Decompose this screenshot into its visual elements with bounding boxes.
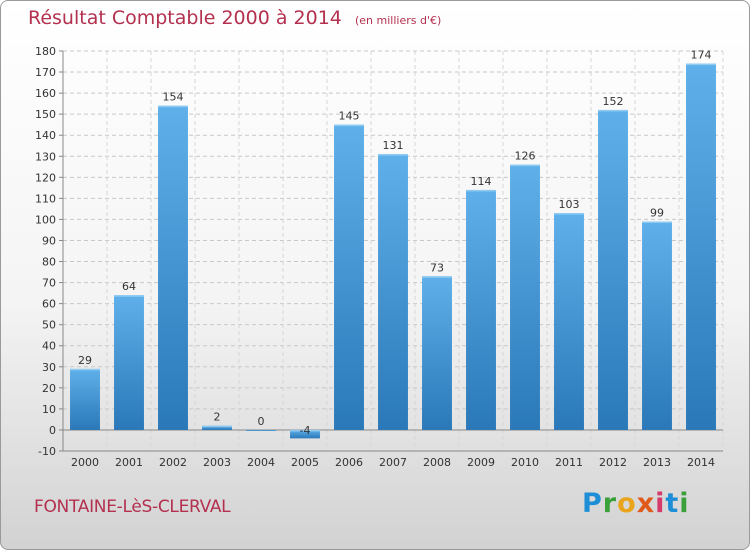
y-tick-label: 80 — [42, 256, 56, 269]
data-label: 0 — [258, 415, 265, 428]
y-tick-label: 30 — [42, 361, 56, 374]
data-label: 174 — [691, 49, 712, 62]
bar-highlight — [510, 164, 540, 167]
bar — [334, 124, 364, 430]
bar-highlight — [114, 295, 144, 297]
y-tick-label: 150 — [35, 108, 56, 121]
x-tick-label: 2011 — [555, 456, 583, 469]
bar-highlight — [158, 105, 188, 108]
logo-letter: x — [636, 488, 656, 519]
logo-letter: r — [602, 488, 618, 519]
y-tick-label: 160 — [35, 87, 56, 100]
data-label: 126 — [515, 150, 536, 163]
bar-highlight — [334, 124, 364, 127]
data-label: 152 — [603, 95, 624, 108]
x-tick-label: 2004 — [247, 456, 275, 469]
y-tick-label: 60 — [42, 298, 56, 311]
data-label: 64 — [122, 280, 136, 293]
y-tick-label: 140 — [35, 129, 56, 142]
x-tick-label: 2006 — [335, 456, 363, 469]
bar-highlight — [70, 368, 100, 371]
x-tick-label: 2003 — [203, 456, 231, 469]
x-tick-label: 2010 — [511, 456, 539, 469]
chart-subtitle: (en milliers d'€) — [354, 14, 442, 27]
y-tick-label: 10 — [42, 403, 56, 416]
y-tick-label: 40 — [42, 340, 56, 353]
logo-letter: P — [582, 488, 603, 519]
bar-highlight — [290, 429, 320, 432]
x-tick-label: 2008 — [423, 456, 451, 469]
data-label: 103 — [559, 198, 580, 211]
y-tick-label: 120 — [35, 171, 56, 184]
bar — [598, 109, 628, 430]
bar-highlight — [642, 221, 672, 224]
bar-highlight — [686, 63, 716, 66]
y-tick-label: -10 — [38, 445, 56, 458]
y-tick-label: 100 — [35, 213, 56, 226]
bar — [246, 429, 276, 431]
x-tick-label: 2005 — [291, 456, 319, 469]
x-tick-label: 2000 — [71, 456, 99, 469]
data-label: -4 — [300, 424, 311, 437]
x-tick-label: 2014 — [687, 456, 715, 469]
logo-letter: i — [679, 488, 690, 519]
data-label: 154 — [163, 91, 184, 104]
y-tick-label: 70 — [42, 277, 56, 290]
bar-highlight — [598, 109, 628, 112]
data-label: 99 — [650, 207, 664, 220]
bar — [378, 154, 408, 430]
data-label: 29 — [78, 354, 92, 367]
city-name: FONTAINE-LèS-CLERVAL — [34, 497, 231, 517]
chart-title-block: Résultat Comptable 2000 à 2014 (en milli… — [28, 7, 441, 29]
bar — [158, 105, 188, 430]
y-tick-label: 90 — [42, 234, 56, 247]
y-tick-label: 20 — [42, 382, 56, 395]
bar-highlight — [554, 213, 584, 215]
data-label: 114 — [471, 175, 492, 188]
y-tick-label: 0 — [49, 424, 56, 437]
bar — [290, 429, 320, 439]
y-tick-label: 130 — [35, 150, 56, 163]
x-tick-label: 2013 — [643, 456, 671, 469]
bar — [686, 63, 716, 430]
chart-title: Résultat Comptable 2000 à 2014 — [28, 7, 342, 29]
logo-letter: i — [655, 488, 666, 519]
bar — [510, 164, 540, 430]
bar — [554, 213, 584, 430]
data-label: 2 — [214, 411, 221, 424]
data-label: 73 — [430, 261, 444, 274]
bar — [114, 295, 144, 430]
y-tick-label: 50 — [42, 319, 56, 332]
bar-highlight — [422, 276, 452, 278]
bar-highlight — [202, 425, 232, 428]
bar-highlight — [466, 189, 496, 192]
x-tick-label: 2012 — [599, 456, 627, 469]
x-tick-label: 2001 — [115, 456, 143, 469]
y-tick-label: 170 — [35, 66, 56, 79]
x-tick-label: 2002 — [159, 456, 187, 469]
y-tick-label: 110 — [35, 192, 56, 205]
data-label: 145 — [339, 110, 360, 123]
bar — [202, 425, 232, 430]
x-tick-label: 2007 — [379, 456, 407, 469]
bar — [642, 221, 672, 430]
bar — [466, 189, 496, 430]
data-label: 131 — [383, 139, 404, 152]
y-tick-label: 180 — [35, 45, 56, 58]
bar — [422, 276, 452, 430]
x-tick-label: 2009 — [467, 456, 495, 469]
logo-letter: o — [617, 488, 637, 519]
bar-highlight — [378, 154, 408, 156]
bar — [70, 368, 100, 430]
logo-letter: t — [665, 488, 680, 519]
proxiti-logo: Proxiti — [582, 488, 690, 519]
